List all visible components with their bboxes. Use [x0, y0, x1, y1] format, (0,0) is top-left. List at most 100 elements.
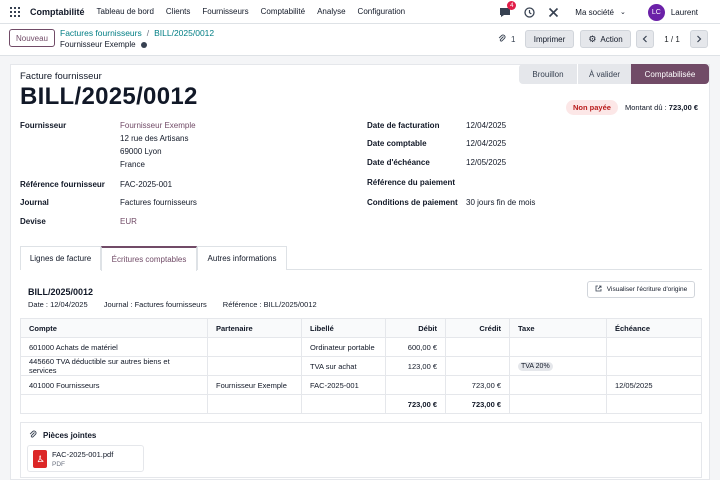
cell-credit: [445, 356, 510, 376]
column-partner[interactable]: Partenaire: [207, 318, 302, 338]
tools-icon[interactable]: [547, 6, 559, 18]
table-row[interactable]: 445660 TVA déductible sur autres biens e…: [20, 356, 702, 376]
clock-icon[interactable]: [523, 6, 535, 18]
total-empty-cell: [509, 394, 607, 414]
pager-value[interactable]: 1 / 1: [664, 34, 680, 44]
cell-debit: 123,00 €: [385, 356, 446, 376]
notification-badge: 4: [507, 1, 517, 10]
attachments-panel: Pièces jointes FAC-2025-001.pdf PDF: [20, 422, 702, 478]
total-debit: 723,00 €: [385, 394, 446, 414]
app-brand[interactable]: Comptabilité: [30, 6, 85, 17]
form-sheet: Brouillon À valider Comptabilisée Factur…: [10, 64, 710, 480]
paperclip-icon: [29, 430, 37, 441]
column-due-date[interactable]: Échéance: [606, 318, 702, 338]
menu-item-vendors[interactable]: Fournisseurs: [202, 7, 249, 16]
user-name[interactable]: Laurent: [670, 7, 698, 17]
cell-due-date: 12/05/2025: [606, 375, 702, 395]
cell-account: 401000 Fournisseurs: [20, 375, 208, 395]
cell-account: 445660 TVA déductible sur autres biens e…: [20, 356, 208, 376]
table-row[interactable]: 401000 Fournisseurs Fournisseur Exemple …: [20, 375, 702, 395]
navbar-right: 4 Ma société ⌄ LC Laurent: [487, 0, 710, 24]
cell-credit: [445, 337, 510, 357]
column-label[interactable]: Libellé: [301, 318, 386, 338]
accounting-date-label: Date comptable: [367, 139, 427, 148]
attachment-count: 1: [511, 35, 516, 44]
vendor-reference-label: Référence fournisseur: [20, 180, 105, 189]
accounting-date-field[interactable]: 12/04/2025: [466, 139, 507, 148]
cell-due-date: [606, 337, 702, 357]
column-account[interactable]: Compte: [20, 318, 208, 338]
amount-due-value: 723,00 €: [668, 103, 698, 112]
status-draft[interactable]: Brouillon: [519, 64, 577, 84]
column-credit[interactable]: Crédit: [445, 318, 510, 338]
attachment-counter[interactable]: 1: [498, 34, 515, 45]
avatar[interactable]: LC: [647, 3, 665, 21]
cell-tax: TVA 20%: [509, 356, 607, 376]
menu-item-accounting[interactable]: Comptabilité: [260, 7, 306, 16]
breadcrumb-current: BILL/2025/0012: [154, 28, 215, 38]
status-posted[interactable]: Comptabilisée: [631, 64, 709, 84]
total-empty-cell: [301, 394, 386, 414]
amount-due: Montant dû : 723,00 €: [625, 103, 698, 112]
table-header-row: Compte Partenaire Libellé Débit Crédit T…: [20, 318, 702, 338]
menu-item-configuration[interactable]: Configuration: [357, 7, 406, 16]
column-tax[interactable]: Taxe: [509, 318, 607, 338]
attachment-card[interactable]: FAC-2025-001.pdf PDF: [27, 445, 144, 472]
main-menu: Tableau de bord Clients Fournisseurs Com…: [97, 7, 418, 16]
pager: 1 / 1: [636, 30, 712, 48]
tab-other-info[interactable]: Autres informations: [197, 246, 287, 270]
apps-grid-icon[interactable]: [10, 6, 20, 17]
cell-tax: [509, 375, 607, 395]
next-record-button[interactable]: [690, 30, 708, 48]
cell-label: FAC-2025-001: [301, 375, 386, 395]
attachment-type: PDF: [52, 461, 65, 468]
invoice-date-field[interactable]: 12/04/2025: [466, 121, 507, 130]
journal-field[interactable]: Factures fournisseurs: [120, 198, 197, 207]
previous-record-button[interactable]: [636, 30, 654, 48]
pdf-file-icon: [33, 450, 47, 468]
menu-item-customers[interactable]: Clients: [165, 7, 191, 16]
external-link-icon: [595, 285, 602, 294]
company-switcher[interactable]: Ma société ⌄: [575, 8, 626, 17]
due-date-field[interactable]: 12/05/2025: [466, 158, 507, 167]
breadcrumb-separator: /: [146, 28, 150, 38]
due-date-label: Date d'échéance: [367, 158, 430, 167]
table-row[interactable]: 601000 Achats de matériel Ordinateur por…: [20, 337, 702, 357]
print-button[interactable]: Imprimer: [525, 30, 574, 48]
entry-title: BILL/2025/0012: [28, 287, 94, 297]
action-button[interactable]: ⚙ Action: [580, 30, 631, 48]
new-button[interactable]: Nouveau: [9, 29, 55, 47]
cell-partner: [207, 337, 302, 357]
status-to-validate[interactable]: À valider: [577, 64, 631, 84]
breadcrumb-parent[interactable]: Factures fournisseurs: [60, 28, 142, 38]
tab-journal-items[interactable]: Écritures comptables: [101, 246, 197, 271]
control-panel: Nouveau Factures fournisseurs / BILL/2025/…: [0, 24, 720, 56]
menu-item-dashboard[interactable]: Tableau de bord: [96, 7, 154, 16]
cell-label: Ordinateur portable: [301, 337, 386, 357]
chevron-down-icon: ⌄: [619, 9, 626, 16]
vendor-reference-field[interactable]: FAC-2025-001: [120, 180, 173, 189]
gear-icon[interactable]: [140, 41, 147, 48]
form-kind-label: Facture fournisseur: [20, 71, 102, 82]
supplier-address-line2: 69000 Lyon: [120, 147, 162, 156]
entry-reference: Référence : BILL/2025/0012: [222, 300, 317, 309]
view-origin-entry-button[interactable]: Visualiser l'écriture d'origine: [587, 281, 695, 298]
attachments-title: Pièces jointes: [29, 430, 96, 441]
gear-icon: ⚙: [588, 33, 597, 44]
menu-item-reporting[interactable]: Analyse: [317, 7, 346, 16]
chat-icon[interactable]: 4: [499, 1, 517, 18]
supplier-field[interactable]: Fournisseur Exemple: [120, 121, 196, 130]
payment-terms-label: Conditions de paiement: [367, 198, 458, 207]
notebook-tabs: Lignes de facture Écritures comptables A…: [20, 246, 702, 271]
invoice-date-label: Date de facturation: [367, 121, 440, 130]
status-bar: Brouillon À valider Comptabilisée: [519, 64, 709, 84]
record-subtitle: Fournisseur Exemple: [60, 40, 147, 49]
currency-field[interactable]: EUR: [120, 217, 137, 226]
column-debit[interactable]: Débit: [385, 318, 446, 338]
entry-meta: Date : 12/04/2025 Journal : Factures fou…: [28, 300, 331, 309]
cell-account: 601000 Achats de matériel: [20, 337, 208, 357]
total-empty-cell: [606, 394, 702, 414]
supplier-address-line1: 12 rue des Artisans: [120, 134, 189, 143]
tab-invoice-lines[interactable]: Lignes de facture: [20, 246, 101, 270]
payment-terms-field[interactable]: 30 jours fin de mois: [466, 198, 536, 207]
